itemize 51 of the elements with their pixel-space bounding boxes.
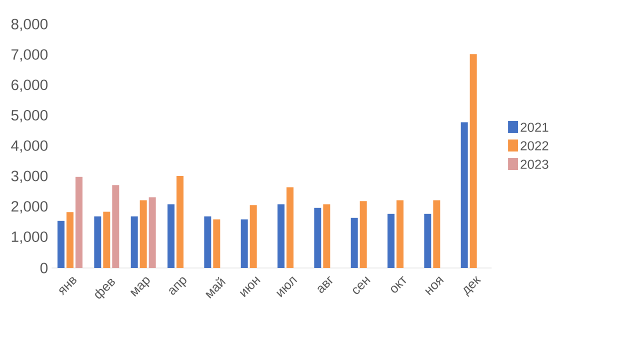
x-tick-label: май — [206, 276, 226, 298]
bar — [388, 214, 395, 268]
bar — [286, 187, 294, 268]
bar — [250, 205, 257, 268]
legend-label: 2023 — [520, 160, 548, 169]
bar — [350, 218, 358, 268]
bar — [360, 201, 367, 268]
bar — [314, 208, 322, 268]
bar — [323, 204, 330, 268]
bar — [94, 216, 102, 268]
x-tick-label: июл — [276, 276, 298, 298]
bar — [168, 204, 175, 268]
bar — [204, 216, 212, 268]
bar — [433, 200, 440, 268]
bar — [75, 176, 82, 268]
x-tick-label: авг — [318, 276, 333, 293]
y-tick-label: 1,000 — [12, 231, 48, 244]
x-tick-label: сен — [352, 276, 370, 294]
x-tick-label: окт — [390, 276, 406, 293]
bar — [66, 212, 74, 268]
y-tick-label: 7,000 — [12, 49, 48, 62]
bar — [103, 212, 110, 268]
bar — [424, 214, 432, 268]
y-tick-label: 3,000 — [11, 170, 48, 184]
y-tick-label: 4,000 — [11, 140, 48, 153]
bar — [112, 185, 120, 268]
bar — [278, 204, 285, 268]
bar — [396, 200, 404, 268]
legend-label: 2021 — [520, 122, 548, 132]
y-tick-label: 0 — [40, 262, 48, 274]
x-tick-label: ноя — [425, 276, 444, 296]
y-tick-label: 2,000 — [12, 201, 48, 214]
bar — [140, 200, 147, 268]
bar — [460, 122, 468, 268]
x-tick-label: фев — [95, 278, 115, 299]
y-tick-label: 6,000 — [12, 80, 48, 92]
bar — [240, 219, 248, 268]
y-tick-label: 5,000 — [11, 110, 48, 122]
bar — [213, 219, 220, 268]
x-tick-label: апр — [169, 277, 186, 295]
x-tick-label: дек — [463, 276, 482, 297]
x-tick-label: янв — [59, 277, 76, 296]
legend-label: 2022 — [520, 141, 548, 150]
y-tick-label: 8,000 — [11, 18, 48, 32]
bar — [470, 54, 477, 268]
x-tick-label: мар — [130, 277, 150, 297]
bar — [58, 220, 65, 268]
bar — [130, 216, 138, 268]
bar — [148, 197, 156, 268]
bar — [176, 176, 184, 268]
x-tick-label: июн — [240, 276, 260, 298]
